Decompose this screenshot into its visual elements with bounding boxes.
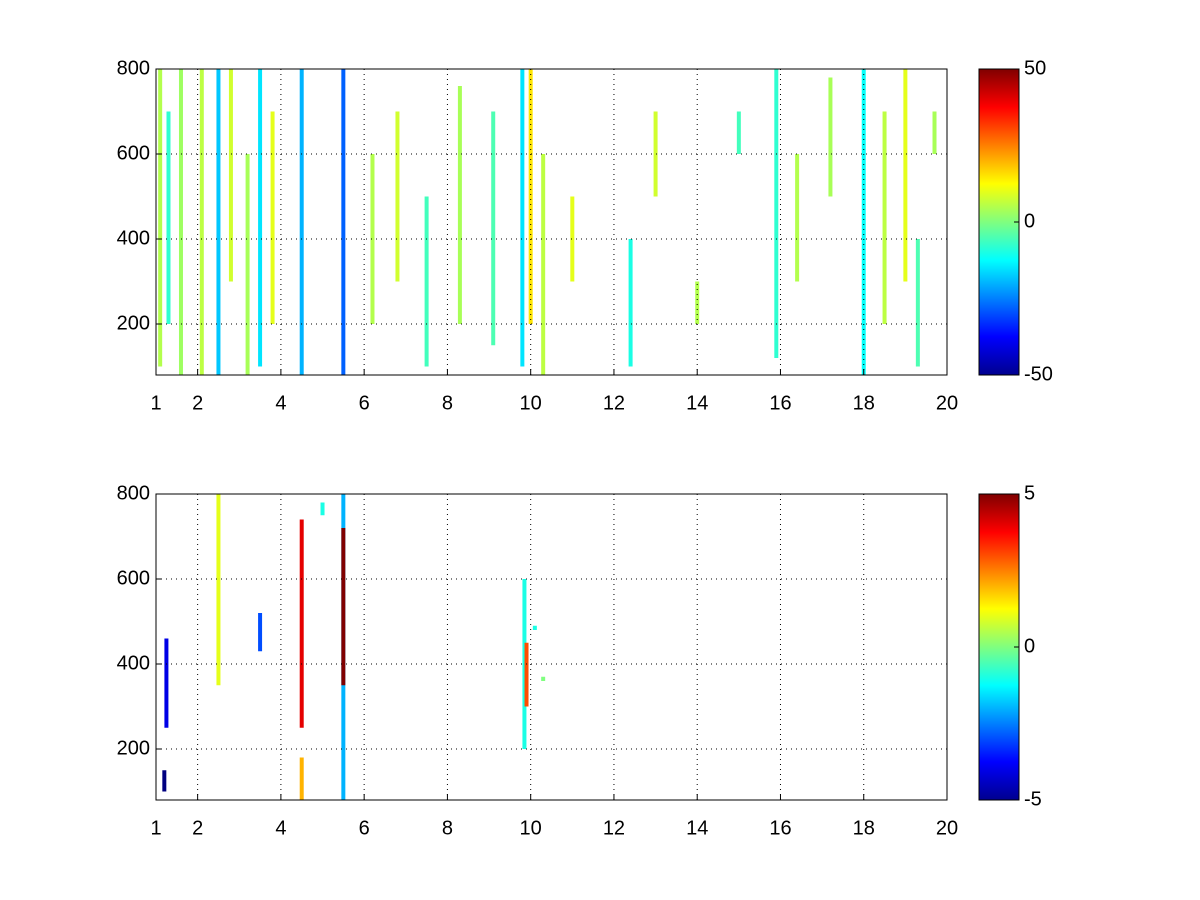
- cell: [882, 111, 887, 324]
- colorbar: [978, 493, 1020, 801]
- x-tick-label: 14: [686, 817, 708, 839]
- cell: [162, 770, 167, 792]
- x-tick-label: 1: [150, 817, 161, 839]
- x-tick-label: 4: [275, 817, 286, 839]
- cell: [341, 528, 346, 686]
- x-tick-label: 8: [442, 817, 453, 839]
- cell: [524, 642, 529, 707]
- cell: [528, 69, 533, 324]
- x-tick-label: 16: [769, 817, 791, 839]
- x-tick-label: 16: [769, 392, 791, 414]
- axes-frame: [155, 493, 948, 801]
- y-tick-label: 600: [117, 567, 150, 589]
- cell: [695, 281, 700, 324]
- cell: [491, 111, 496, 346]
- cell: [736, 111, 741, 154]
- y-tick-label: 800: [117, 482, 150, 504]
- x-tick-label: 6: [359, 817, 370, 839]
- cell: [628, 239, 633, 367]
- y-tick-label: 400: [117, 652, 150, 674]
- cell: [341, 69, 346, 375]
- x-tick-label: 14: [686, 392, 708, 414]
- x-tick-label: 8: [442, 392, 453, 414]
- colorbar-tick-label: 0: [1024, 210, 1035, 232]
- cell: [424, 196, 429, 367]
- cell: [299, 69, 304, 375]
- x-tick-label: 20: [936, 392, 958, 414]
- cell: [164, 638, 169, 728]
- cell: [216, 69, 221, 375]
- cell: [299, 757, 304, 800]
- cell: [774, 69, 779, 358]
- cell: [861, 69, 866, 375]
- cell: [570, 196, 575, 282]
- cell: [158, 69, 163, 367]
- cell: [541, 676, 546, 681]
- x-tick-label: 1: [150, 392, 161, 414]
- y-tick-label: 200: [117, 312, 150, 334]
- colorbar: [978, 68, 1020, 376]
- cell: [258, 613, 263, 652]
- cell: [216, 494, 221, 686]
- colorbar-tick-label: 50: [1024, 57, 1046, 79]
- y-tick-label: 400: [117, 227, 150, 249]
- x-tick-label: 2: [192, 392, 203, 414]
- y-tick-label: 200: [117, 737, 150, 759]
- x-tick-label: 10: [520, 817, 542, 839]
- cell: [370, 154, 375, 324]
- x-tick-label: 6: [359, 392, 370, 414]
- colorbar-tick-label: 5: [1024, 482, 1035, 504]
- x-tick-label: 2: [192, 817, 203, 839]
- cell: [395, 111, 400, 282]
- cell: [299, 519, 304, 728]
- cell: [245, 154, 250, 375]
- x-tick-label: 12: [603, 817, 625, 839]
- y-tick-label: 800: [117, 57, 150, 79]
- cell: [520, 69, 525, 367]
- cell: [653, 111, 658, 197]
- colorbar-tick-label: -50: [1024, 363, 1053, 385]
- cell: [457, 86, 462, 324]
- cell: [199, 69, 204, 375]
- cell: [903, 69, 908, 282]
- cell: [795, 154, 800, 282]
- cell: [178, 69, 183, 375]
- x-tick-label: 12: [603, 392, 625, 414]
- cell: [828, 77, 833, 197]
- colorbar-tick-label: 0: [1024, 635, 1035, 657]
- x-tick-label: 4: [275, 392, 286, 414]
- y-tick-label: 600: [117, 142, 150, 164]
- cell: [270, 111, 275, 324]
- x-tick-label: 18: [853, 392, 875, 414]
- cell: [541, 154, 546, 375]
- x-tick-label: 10: [520, 392, 542, 414]
- colorbar-tick-label: -5: [1024, 788, 1042, 810]
- cell: [228, 69, 233, 282]
- cell: [932, 111, 937, 154]
- x-tick-label: 20: [936, 817, 958, 839]
- cell: [522, 579, 527, 749]
- x-tick-label: 18: [853, 817, 875, 839]
- cell: [532, 625, 537, 630]
- cell: [258, 69, 263, 367]
- cell: [320, 502, 325, 516]
- cell: [166, 111, 171, 324]
- axes-frame: [155, 68, 948, 376]
- cell: [915, 239, 920, 367]
